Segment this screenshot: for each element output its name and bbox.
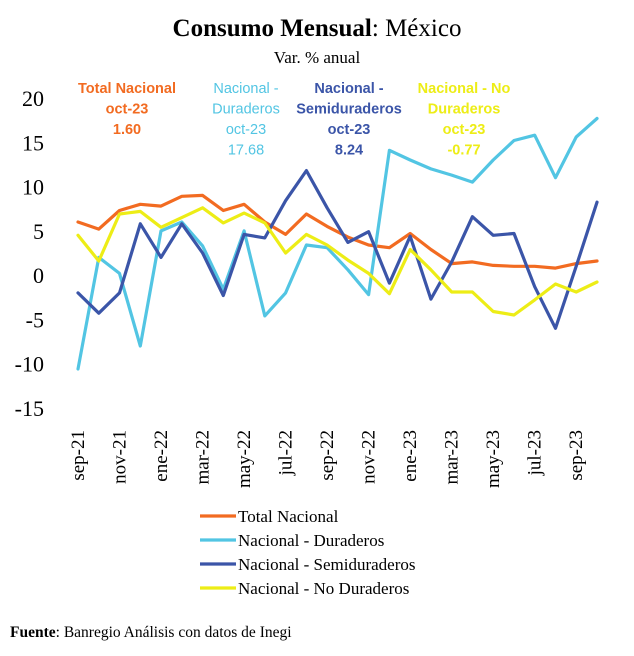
legend-label: Nacional - Semiduraderos xyxy=(238,555,416,574)
annotation-line: 8.24 xyxy=(335,143,363,159)
annotation-3: Nacional - No Duraderos oct-23 -0.77 xyxy=(418,81,511,159)
annotation-line: -0.77 xyxy=(447,143,480,159)
source-text: : Banregio Análisis con datos de Inegi xyxy=(56,624,293,641)
x-tick-label: mar-23 xyxy=(442,430,463,485)
y-tick-label: 5 xyxy=(33,219,44,244)
annotation-2: Nacional - Semiduraderos oct-23 8.24 xyxy=(296,81,402,159)
y-tick-label: 10 xyxy=(22,175,44,200)
x-tick-label: may-23 xyxy=(483,430,504,488)
legend: Total Nacional Nacional - Duraderos Nacion… xyxy=(200,507,416,598)
y-tick-label: -15 xyxy=(15,396,44,421)
annotation-line: oct-23 xyxy=(226,122,266,138)
series-line-3 xyxy=(76,206,599,317)
x-tick-label: ene-23 xyxy=(400,430,421,482)
chart-subtitle: Var. % anual xyxy=(274,48,361,67)
annotation-line: Nacional - No xyxy=(418,81,511,97)
x-tick-label: sep-21 xyxy=(68,430,89,481)
annotation-1: Nacional - Duraderos oct-23 17.68 xyxy=(212,81,280,159)
series-lines xyxy=(76,116,599,371)
x-tick-label: nov-21 xyxy=(110,430,131,484)
legend-label: Nacional - No Duraderos xyxy=(238,579,409,598)
y-tick-label: 0 xyxy=(33,263,44,288)
y-tick-label: -10 xyxy=(15,352,44,377)
y-tick-label: 15 xyxy=(22,130,44,155)
chart-title-bold: Consumo Mensual xyxy=(173,15,372,42)
annotation-line: Total Nacional xyxy=(78,81,176,97)
x-tick-label: jul-22 xyxy=(276,430,297,476)
annotation-line: oct-23 xyxy=(106,102,149,118)
series-line-1 xyxy=(76,116,599,371)
annotation-line: Duraderos xyxy=(212,102,280,118)
x-tick-label: may-22 xyxy=(234,430,255,488)
annotation-0: Total Nacional oct-23 1.60 xyxy=(78,81,176,138)
annotation-line: Duraderos xyxy=(428,102,501,118)
annotation-line: Semiduraderos xyxy=(296,102,402,118)
annotation-line: Nacional - xyxy=(213,81,278,97)
source-note: Fuente: Banregio Análisis con datos de I… xyxy=(10,624,292,641)
x-tick-label: jul-23 xyxy=(525,430,546,476)
x-tick-label: sep-23 xyxy=(566,430,587,481)
x-tick-label: mar-22 xyxy=(193,430,214,485)
value-annotations: Total Nacional oct-23 1.60 Nacional - Durade… xyxy=(78,81,510,159)
annotation-line: Nacional - xyxy=(314,81,383,97)
annotation-line: oct-23 xyxy=(328,122,371,138)
annotation-line: oct-23 xyxy=(443,122,486,138)
x-tick-label: nov-22 xyxy=(359,430,380,484)
legend-label: Total Nacional xyxy=(238,507,339,526)
annotation-line: 1.60 xyxy=(113,122,141,138)
x-axis-ticks: sep-21 nov-21 ene-22 mar-22 may-22 jul-22 sep-… xyxy=(68,430,587,488)
y-tick-label: -5 xyxy=(26,307,44,332)
legend-label: Nacional - Duraderos xyxy=(238,531,384,550)
x-tick-label: sep-22 xyxy=(317,430,338,481)
chart-title: Consumo Mensual: México xyxy=(173,15,462,42)
chart-title-rest: : México xyxy=(372,15,462,42)
series-line-2 xyxy=(76,169,599,330)
series-line-0 xyxy=(76,193,599,270)
x-tick-label: ene-22 xyxy=(151,430,172,482)
y-axis-ticks: 20 15 10 5 0 -5 -10 -15 xyxy=(15,86,44,421)
source-label: Fuente xyxy=(10,624,56,641)
y-tick-label: 20 xyxy=(22,86,44,111)
annotation-line: 17.68 xyxy=(228,143,264,159)
